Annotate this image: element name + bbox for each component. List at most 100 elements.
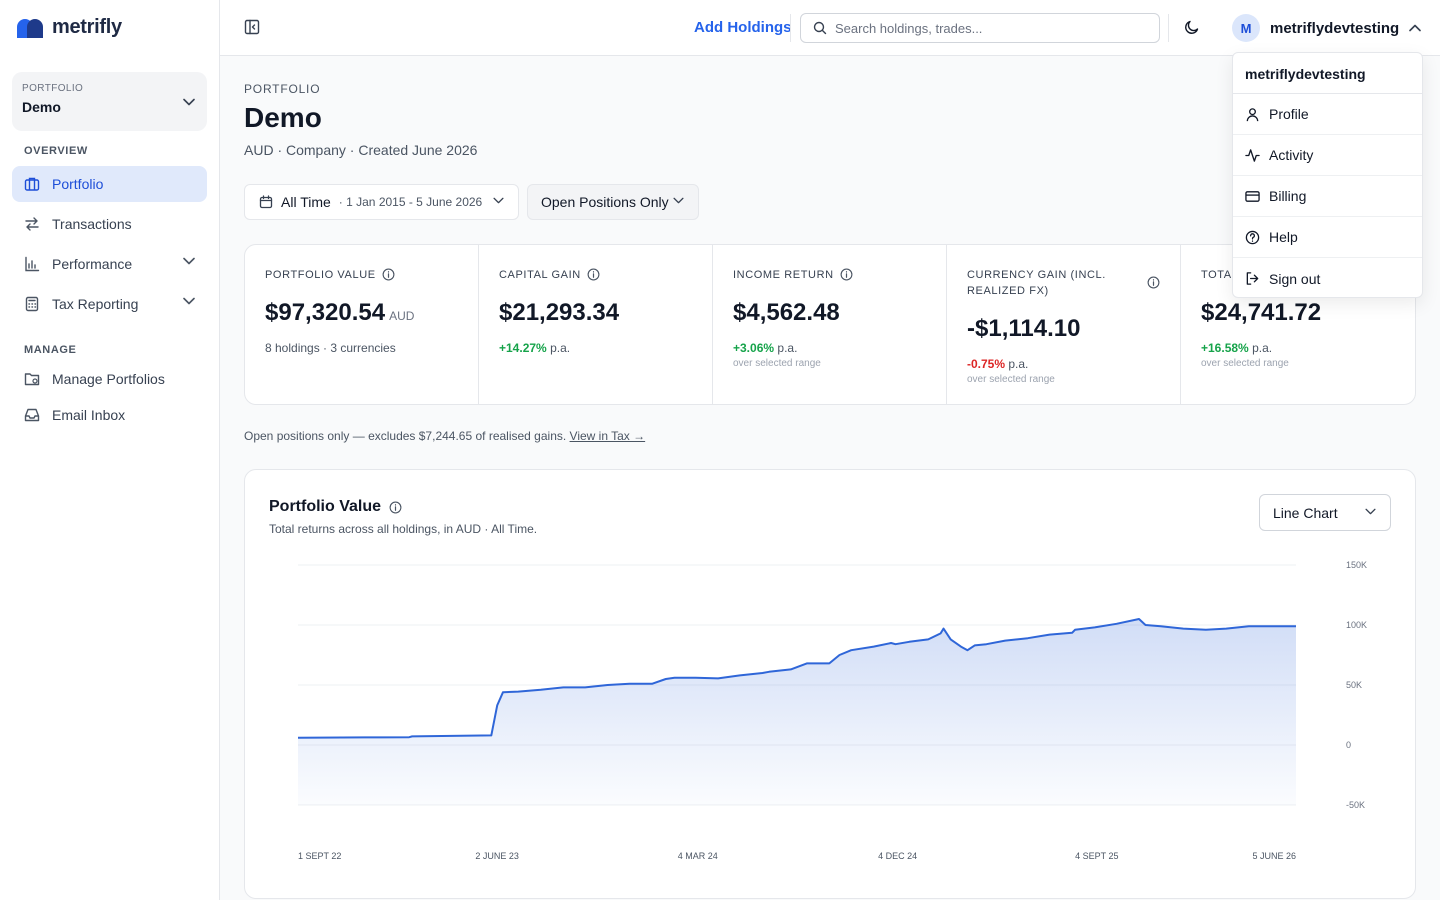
stat-label: INCOME RETURN — [733, 269, 834, 281]
menu-item-help[interactable]: Help — [1233, 217, 1422, 258]
sidebar-toggle-icon[interactable] — [244, 19, 260, 35]
portfolio-selector-value: Demo — [22, 99, 61, 115]
sidebar-item-label: Email Inbox — [52, 407, 126, 423]
portfolio-value-chart: 150K 100K 50K 0 -50K 1 SEPT 22 2 JUNE 23 4 MAR … — [297, 560, 1367, 861]
sidebar-item-label: Manage Portfolios — [52, 371, 165, 387]
stat-note: over selected range — [1201, 358, 1289, 369]
portfolio-value-chart-card: 150K 100K 50K 0 -50K 1 SEPT 22 2 JUNE 23 4 MAR … — [244, 469, 1416, 899]
chevron-up-icon — [1409, 24, 1422, 32]
menu-item-sign-out[interactable]: Sign out — [1233, 258, 1422, 299]
help-circle-icon — [1245, 230, 1260, 244]
menu-item-label: Profile — [1269, 106, 1309, 122]
open-positions-notice: Open positions only — excludes $7,244.65… — [244, 429, 645, 443]
info-icon[interactable] — [1147, 276, 1160, 289]
chart-title: Portfolio Value — [269, 498, 382, 515]
menu-item-billing[interactable]: Billing — [1233, 176, 1422, 217]
stat-value: $24,741.72 — [1201, 299, 1322, 326]
chevron-down-icon — [183, 257, 195, 265]
calculator-icon — [25, 296, 39, 312]
notice-text: Open positions only — excludes $7,244.65… — [244, 429, 567, 443]
menu-item-label: Help — [1269, 229, 1298, 245]
inbox-icon — [24, 408, 40, 422]
moon-icon[interactable] — [1184, 19, 1200, 35]
credit-card-icon — [1245, 190, 1260, 202]
sign-out-icon — [1246, 272, 1259, 285]
info-icon[interactable] — [389, 501, 402, 514]
logo[interactable]: metrifly — [16, 16, 122, 39]
chart-type-select[interactable]: Line Chart — [1259, 494, 1391, 531]
y-tick-label: 50K — [1346, 680, 1362, 690]
user-dropdown-menu: metriflydevtesting Profile Activity Bill… — [1232, 52, 1423, 298]
sidebar-item-transactions[interactable]: Transactions — [12, 206, 207, 242]
sidebar-item-label: Transactions — [52, 216, 132, 232]
sidebar-item-performance[interactable]: Performance — [12, 246, 207, 282]
stat-label: CURRENCY GAIN (INCL. REALIZED FX) — [967, 269, 1106, 297]
stat-change-suffix: p.a. — [550, 341, 571, 355]
menu-item-activity[interactable]: Activity — [1233, 135, 1422, 176]
stat-total-return: TOTA $24,741.72 +16.58% p.a. over select… — [1181, 245, 1415, 404]
stat-value: $21,293.34 — [499, 299, 620, 326]
info-icon[interactable] — [587, 268, 600, 281]
user-menu-button[interactable]: M metriflydevtesting — [1232, 14, 1422, 42]
stat-change-suffix: p.a. — [1252, 341, 1273, 355]
logo-mark-icon — [17, 18, 43, 38]
stat-note: over selected range — [967, 374, 1055, 385]
page-eyebrow: PORTFOLIO — [244, 82, 321, 96]
y-tick-label: 100K — [1346, 620, 1367, 630]
sidebar-item-tax-reporting[interactable]: Tax Reporting — [12, 286, 207, 322]
avatar: M — [1232, 14, 1260, 42]
add-holdings-button[interactable]: Add Holdings — [694, 19, 792, 36]
date-range-dates: · 1 Jan 2015 - 5 June 2026 — [338, 195, 483, 209]
folder-gear-icon — [24, 373, 40, 386]
sidebar-item-manage-portfolios[interactable]: Manage Portfolios — [12, 361, 207, 397]
stat-value: $4,562.48 — [733, 299, 840, 326]
sidebar-item-label: Performance — [52, 256, 133, 272]
stat-label: CAPITAL GAIN — [499, 269, 581, 281]
chevron-down-icon — [183, 297, 195, 305]
menu-item-label: Sign out — [1269, 270, 1321, 287]
page-title: Demo — [244, 102, 322, 133]
positions-filter[interactable]: Open Positions Only — [527, 184, 699, 220]
y-tick-label: 0 — [1346, 740, 1351, 750]
sidebar-item-portfolio[interactable]: Portfolio — [12, 166, 207, 202]
menu-item-profile[interactable]: Profile — [1233, 94, 1422, 135]
info-icon[interactable] — [840, 268, 853, 281]
stat-value: $97,320.54 — [265, 299, 386, 326]
view-in-tax-link[interactable]: View in Tax → — [569, 429, 646, 443]
bar-chart-icon — [25, 256, 40, 272]
user-menu-header: metriflydevtesting — [1233, 53, 1422, 94]
topbar: Add Holdings M metriflydevtesting — [220, 0, 1440, 56]
logo-text: metrifly — [52, 16, 122, 38]
stat-note: over selected range — [733, 358, 821, 369]
portfolio-selector[interactable]: PORTFOLIO Demo — [12, 72, 207, 131]
stat-portfolio-value: PORTFOLIO VALUE $97,320.54 AUD 8 holdings… — [245, 245, 479, 404]
info-icon[interactable] — [382, 268, 395, 281]
stat-change: +14.27% — [499, 341, 547, 355]
stat-unit: AUD — [389, 309, 415, 323]
x-tick-label: 2 JUNE 23 — [475, 851, 519, 861]
divider — [1168, 14, 1169, 42]
search-box[interactable] — [800, 13, 1160, 43]
sidebar-item-email-inbox[interactable]: Email Inbox — [12, 397, 207, 433]
sidebar: metrifly PORTFOLIO Demo OVERVIEW Portfol… — [0, 0, 220, 900]
user-icon — [1246, 107, 1259, 121]
y-tick-label: 150K — [1346, 560, 1367, 570]
positions-filter-label: Open Positions Only — [541, 194, 669, 210]
chart-type-value: Line Chart — [1273, 504, 1338, 521]
search-input[interactable] — [835, 20, 1135, 36]
date-range-picker[interactable]: All Time · 1 Jan 2015 - 5 June 2026 — [244, 184, 519, 220]
x-tick-label: 4 DEC 24 — [878, 851, 917, 861]
stat-income-return: INCOME RETURN $4,562.48 +3.06% p.a. over… — [713, 245, 947, 404]
divider — [790, 14, 791, 42]
stat-change: +16.58% — [1201, 341, 1249, 355]
chart-subtitle: Total returns across all holdings, in AU… — [269, 522, 538, 536]
sidebar-item-label: Tax Reporting — [52, 296, 139, 312]
stat-change: +3.06% — [733, 341, 775, 355]
portfolio-selector-label: PORTFOLIO — [22, 83, 84, 94]
chevron-down-icon — [183, 98, 195, 106]
chevron-down-icon — [673, 197, 684, 204]
menu-item-label: Billing — [1269, 188, 1307, 204]
series-line — [297, 618, 1296, 739]
chevron-down-icon — [1365, 508, 1376, 515]
y-tick-label: -50K — [1346, 800, 1365, 810]
